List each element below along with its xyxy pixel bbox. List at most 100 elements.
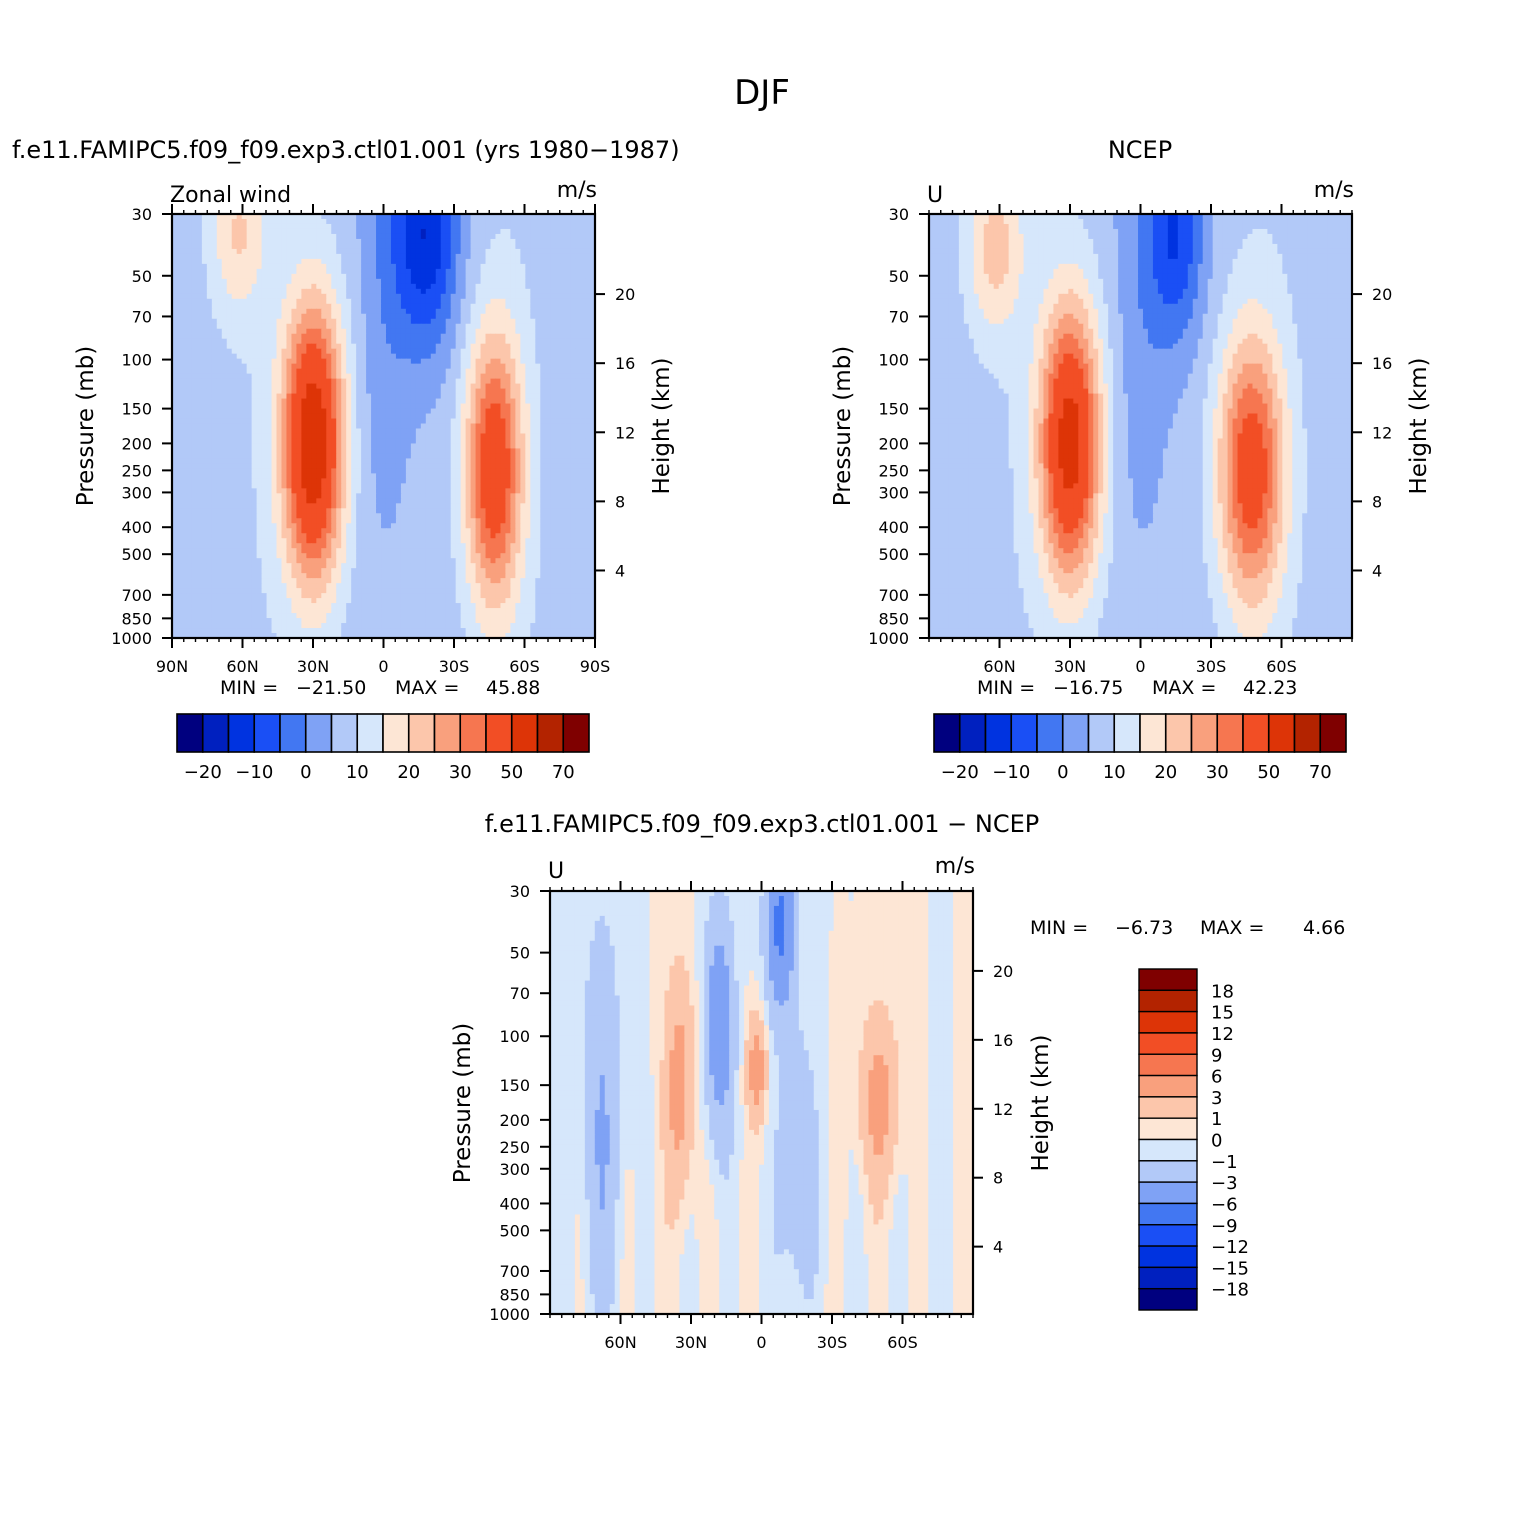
field-cell (445, 363, 452, 370)
field-cell (585, 283, 591, 290)
field-cell (276, 228, 283, 235)
field-cell (390, 268, 397, 275)
field-cell (420, 368, 427, 375)
field-cell (545, 413, 551, 420)
field-cell (475, 373, 482, 380)
field-cell (575, 453, 581, 460)
field-cell (390, 503, 397, 509)
field-cell (500, 214, 507, 220)
field-cell (176, 298, 183, 305)
field-cell (590, 493, 596, 499)
field-cell (550, 393, 556, 400)
field-cell (256, 468, 263, 474)
field-cell (351, 238, 357, 245)
field-cell (251, 263, 258, 270)
field-cell (455, 393, 462, 400)
field-cell (505, 478, 511, 484)
field-cell (505, 303, 511, 310)
field-cell (565, 283, 571, 290)
field-cell (490, 363, 497, 370)
field-cell (231, 393, 238, 400)
field-cell (430, 458, 437, 465)
field-cell (495, 268, 502, 275)
field-cell (390, 388, 397, 395)
field-cell (251, 338, 258, 345)
field-cell (356, 298, 362, 305)
field-cell (440, 268, 447, 275)
field-cell (181, 478, 188, 484)
field-cell (251, 448, 258, 455)
field-cell (321, 493, 327, 499)
field-cell (231, 363, 238, 370)
field-cell (356, 373, 362, 380)
field-cell (311, 408, 317, 415)
field-cell (540, 333, 546, 340)
field-cell (371, 478, 377, 484)
field-cell (296, 298, 302, 305)
field-cell (405, 368, 412, 375)
field-cell (311, 218, 317, 225)
field-cell (460, 263, 467, 270)
field-cell (430, 398, 437, 405)
field-cell (196, 278, 203, 285)
field-cell (430, 243, 437, 250)
field-cell (256, 493, 263, 499)
field-cell (435, 303, 442, 310)
field-cell (211, 238, 218, 245)
field-cell (455, 343, 462, 350)
field-cell (291, 238, 298, 245)
field-cell (470, 358, 477, 365)
field-cell (286, 268, 293, 275)
field-cell (266, 318, 273, 325)
field-cell (366, 423, 372, 430)
field-cell (206, 488, 213, 494)
field-cell (520, 493, 526, 499)
field-cell (216, 488, 223, 494)
field-cell (555, 378, 561, 385)
field-cell (191, 353, 198, 360)
field-cell (251, 218, 258, 225)
field-cell (246, 338, 253, 345)
field-cell (510, 263, 516, 270)
field-cell (475, 228, 482, 235)
field-cell (231, 263, 238, 270)
field-cell (236, 488, 243, 494)
field-cell (390, 493, 397, 499)
field-cell (336, 238, 342, 245)
field-cell (291, 333, 298, 340)
field-cell (410, 283, 417, 290)
field-cell (465, 268, 472, 275)
field-cell (475, 413, 482, 420)
field-cell (381, 423, 387, 430)
field-cell (191, 443, 198, 450)
field-cell (341, 503, 347, 509)
field-cell (405, 268, 412, 275)
field-cell (311, 313, 317, 320)
field-cell (331, 238, 337, 245)
field-cell (460, 293, 467, 300)
field-cell (296, 373, 302, 380)
field-cell (226, 488, 233, 494)
field-cell (291, 383, 298, 390)
field-cell (570, 373, 576, 380)
field-cell (435, 358, 442, 365)
field-cell (530, 413, 536, 420)
field-cell (266, 353, 273, 360)
field-cell (201, 473, 208, 479)
field-cell (465, 503, 472, 509)
field-cell (545, 343, 551, 350)
field-cell (515, 448, 521, 455)
field-cell (251, 358, 258, 365)
field-cell (410, 293, 417, 300)
field-cell (246, 408, 253, 415)
field-cell (480, 393, 487, 400)
field-cell (196, 228, 203, 235)
field-cell (395, 393, 402, 400)
field-cell (405, 303, 412, 310)
field-cell (271, 418, 278, 425)
field-cell (326, 483, 332, 489)
field-cell (301, 428, 307, 435)
field-cell (490, 253, 497, 260)
field-cell (475, 353, 482, 360)
